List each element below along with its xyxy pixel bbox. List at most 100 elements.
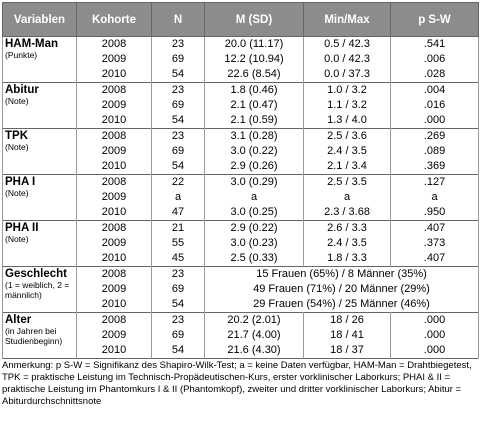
table-row: Abitur (Note) 2008 23 1.8 (0.46) 1.0 / 3.2.00… [2,82,479,129]
cell: 12.2 (10.94) [204,52,304,67]
cell: 2.1 / 3.4 [303,159,391,175]
cell: 2009 [76,52,152,67]
variable-name: PHA II [5,222,39,234]
variable-note: (Punkte) [5,50,38,60]
cell: 47 [151,205,205,221]
cell: .000 [390,312,479,328]
cell: 2008 [76,128,152,144]
cell: 21.7 (4.00) [204,328,304,343]
cell: a [204,190,304,205]
cell: 2.5 (0.33) [204,251,304,267]
cell: .000 [390,113,479,129]
cell: 2009 [76,236,152,251]
cell: 69 [151,144,205,159]
cell: .006 [390,52,479,67]
cell: 29 Frauen (54%) / 25 Männer (46%) [204,297,479,313]
variable-note: (1 = weiblich, 2 = männlich) [5,280,70,300]
cell: 23 [151,266,205,282]
cell: 69 [151,328,205,343]
cell: 54 [151,159,205,175]
cell: 23 [151,36,205,52]
variable-name: Abitur [5,84,39,96]
table-row: 2010 47 3.0 (0.25) 2.3 / 3.68.950 [3,205,479,221]
table-row: Geschlecht (1 = weiblich, 2 = männlich) 20… [2,266,479,313]
variable-name: Alter [5,314,32,326]
cell: 21 [151,220,205,236]
cell: 23 [151,82,205,98]
cell: 20.0 (11.17) [204,36,304,52]
cell: 2.4 / 3.5 [303,236,391,251]
cell: 3.0 (0.22) [204,144,304,159]
cell: 22 [151,174,205,190]
cell: 69 [151,98,205,113]
table-body: HAM-Man (Punkte) 2008 23 20.0 (11.17) 0.5 / 4… [2,36,479,359]
cell: 3.0 (0.29) [204,174,304,190]
cell: .028 [390,67,479,83]
cell: 1.0 / 3.2 [303,82,391,98]
cell: 0.5 / 42.3 [303,36,391,52]
variable-name: PHA I [5,176,36,188]
table-row: 2010 45 2.5 (0.33) 1.8 / 3.3.407 [3,251,479,267]
cell: 2010 [76,205,152,221]
variable-cell: Abitur (Note) [2,82,77,129]
cell: 21.6 (4.30) [204,343,304,359]
column-header: M (SD) [204,2,304,37]
table-row: 2010 54 2.1 (0.59) 1.3 / 4.0.000 [3,113,479,129]
variable-cell: Alter (in Jahren bei Studienbeginn) [2,312,77,359]
cell: .000 [390,343,479,359]
table-row: 2009 69 12.2 (10.94) 0.0 / 42.3.006 [3,52,479,67]
variable-note: (Note) [5,188,29,198]
variable-note: (Note) [5,96,29,106]
cell: 1.8 (0.46) [204,82,304,98]
column-header: p S-W [390,2,479,37]
variable-cell: PHA II (Note) [2,220,77,267]
cell: 2008 [76,82,152,98]
cell: 2.9 (0.22) [204,220,304,236]
cell: 2.3 / 3.68 [303,205,391,221]
cell: 2.1 (0.59) [204,113,304,129]
cell: 2010 [76,343,152,359]
table-row: PHA I (Note) 2008 22 3.0 (0.29) 2.5 / 3.5.127 [2,174,479,221]
cell: 2010 [76,113,152,129]
table-row: PHA II (Note) 2008 21 2.9 (0.22) 2.6 / 3.3.40… [2,220,479,267]
cell: 54 [151,113,205,129]
table-row: 2009 69 49 Frauen (71%) / 20 Männer (29%) [3,282,479,297]
column-header: Min/Max [303,2,391,37]
cell: 2009 [76,328,152,343]
cell: a [390,190,479,205]
cell: 1.1 / 3.2 [303,98,391,113]
table-row: 2010 54 29 Frauen (54%) / 25 Männer (46%) [3,297,479,313]
cell: 2008 [76,174,152,190]
cell: 18 / 37 [303,343,391,359]
cell: 22.6 (8.54) [204,67,304,83]
variable-cell: Geschlecht (1 = weiblich, 2 = männlich) [2,266,77,313]
cell: 2009 [76,98,152,113]
cell: 20.2 (2.01) [204,312,304,328]
cell: 2010 [76,297,152,313]
cell: .541 [390,36,479,52]
table-row: 2009 69 21.7 (4.00) 18 / 41.000 [3,328,479,343]
cell: 3.1 (0.28) [204,128,304,144]
cell: 2008 [76,220,152,236]
page: Variablen Kohorte N M (SD) Min/Max p S-W HAM-… [2,2,479,408]
variable-cell: HAM-Man (Punkte) [2,36,77,83]
cell: .369 [390,159,479,175]
table-row: HAM-Man (Punkte) 2008 23 20.0 (11.17) 0.5 / 4… [2,36,479,83]
cell: 2.4 / 3.5 [303,144,391,159]
cell: 0.0 / 42.3 [303,52,391,67]
cell: 2010 [76,159,152,175]
cell: 3.0 (0.23) [204,236,304,251]
cell: 15 Frauen (65%) / 8 Männer (35%) [204,266,479,282]
table-row: 2010 54 21.6 (4.30) 18 / 37.000 [3,343,479,359]
table-row: TPK (Note) 2008 23 3.1 (0.28) 2.5 / 3.6.269 [2,128,479,175]
table-row: 2009 a a a a [3,190,479,205]
variable-name: HAM-Man [5,38,59,50]
cell: 54 [151,67,205,83]
variable-note: (Note) [5,142,29,152]
cell: 45 [151,251,205,267]
cell: 69 [151,282,205,297]
column-header: Variablen [2,2,77,37]
cell: .016 [390,98,479,113]
cell: .407 [390,251,479,267]
cell: 3.0 (0.25) [204,205,304,221]
